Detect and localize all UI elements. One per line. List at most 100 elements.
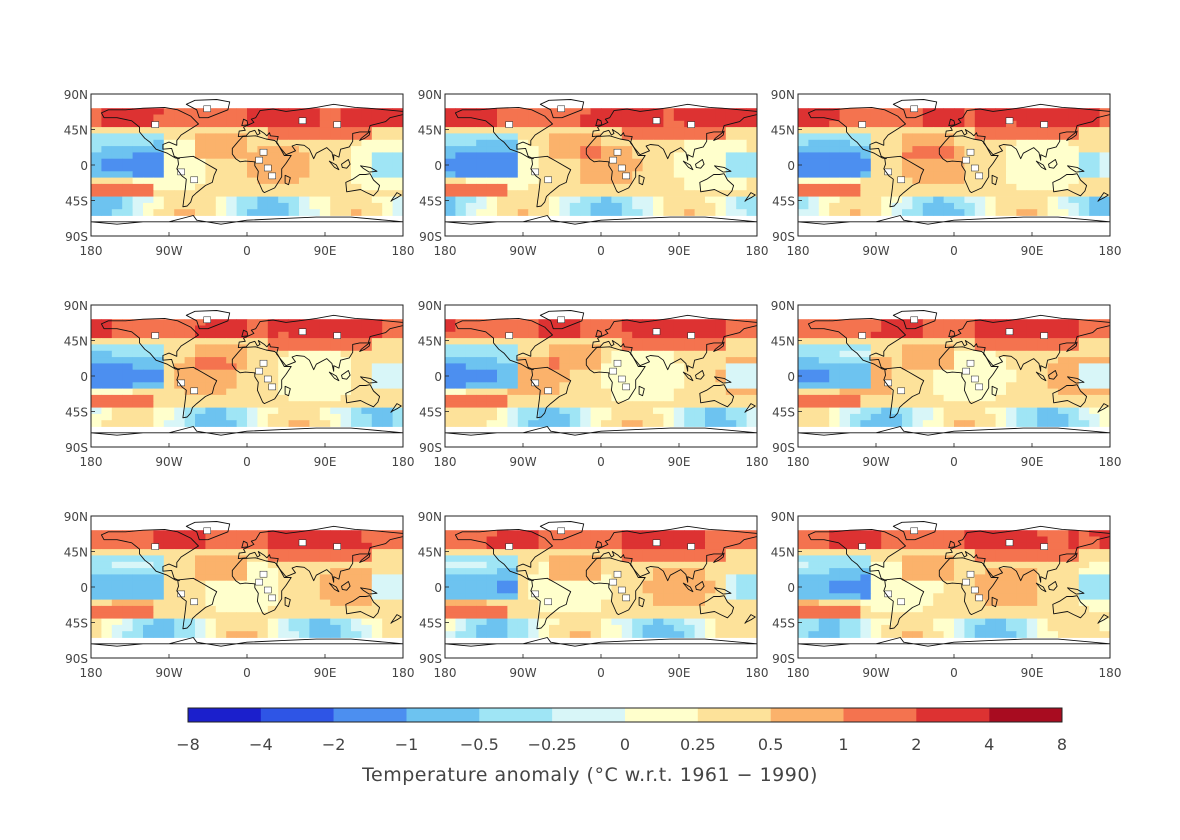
- colorbar-segment: [333, 708, 407, 722]
- lat-tick-label: 90S: [772, 230, 795, 244]
- lat-tick-label: 45N: [771, 124, 795, 138]
- lon-tick-label: 180: [392, 455, 415, 469]
- lon-tick-label: 90E: [668, 244, 691, 258]
- lon-tick-label: 180: [392, 666, 415, 680]
- lon-tick-label: 180: [80, 666, 103, 680]
- lon-tick-label: 90W: [862, 244, 889, 258]
- lon-tick-label: 90W: [509, 244, 536, 258]
- lat-tick-label: 90N: [418, 510, 442, 524]
- lon-tick-label: 180: [787, 666, 810, 680]
- lon-tick-label: 180: [1099, 666, 1122, 680]
- lon-tick-label: 90W: [509, 666, 536, 680]
- lon-tick-label: 0: [597, 455, 605, 469]
- colorbar-segment: [406, 708, 480, 722]
- lat-tick-label: 45S: [772, 617, 795, 631]
- colorbar-tick-label: 0: [619, 735, 631, 754]
- lat-tick-label: 0: [80, 370, 88, 384]
- lat-tick-label: 90N: [771, 510, 795, 524]
- colorbar-tick-label: −8: [176, 735, 200, 754]
- colorbar-tick-label: 4: [984, 735, 995, 754]
- lon-tick-label: 180: [1099, 455, 1122, 469]
- lon-tick-label: 180: [746, 666, 769, 680]
- lat-tick-label: 90S: [65, 652, 88, 666]
- lat-tick-label: 45S: [419, 617, 442, 631]
- lat-tick-label: 90S: [65, 230, 88, 244]
- lon-tick-label: 180: [80, 244, 103, 258]
- lat-tick-label: 90N: [771, 88, 795, 102]
- lat-tick-label: 0: [80, 581, 88, 595]
- lat-tick-label: 90N: [418, 299, 442, 313]
- lon-tick-label: 90W: [155, 244, 182, 258]
- colorbar-segment: [697, 708, 771, 722]
- lon-tick-label: 90E: [1021, 666, 1044, 680]
- lat-tick-label: 45N: [418, 546, 442, 560]
- colorbar: [187, 707, 1063, 723]
- lon-tick-label: 0: [243, 244, 251, 258]
- lat-tick-label: 0: [80, 159, 88, 173]
- lat-tick-label: 90N: [64, 299, 88, 313]
- lat-tick-label: 90N: [771, 299, 795, 313]
- lon-tick-label: 90E: [1021, 455, 1044, 469]
- lat-tick-label: 45N: [64, 124, 88, 138]
- lat-tick-label: 45S: [419, 406, 442, 420]
- colorbar-tick-label: 0.25: [680, 735, 716, 754]
- lat-tick-label: 45N: [418, 124, 442, 138]
- lon-tick-label: 0: [243, 666, 251, 680]
- colorbar-tick-label: −0.25: [527, 735, 577, 754]
- lat-tick-label: 90S: [772, 652, 795, 666]
- lat-tick-label: 90N: [64, 510, 88, 524]
- lon-tick-label: 90E: [668, 455, 691, 469]
- colorbar-tick-label: 0.5: [757, 735, 784, 754]
- lat-tick-label: 90N: [418, 88, 442, 102]
- lon-tick-label: 0: [597, 244, 605, 258]
- lat-tick-label: 45N: [771, 335, 795, 349]
- lon-tick-label: 180: [434, 455, 457, 469]
- lat-tick-label: 0: [787, 159, 795, 173]
- colorbar-tick-label: 2: [911, 735, 922, 754]
- lon-tick-label: 180: [434, 666, 457, 680]
- colorbar-segment: [770, 708, 844, 722]
- colorbar-segment: [989, 708, 1063, 722]
- colorbar-segment: [843, 708, 917, 722]
- lat-tick-label: 45S: [65, 195, 88, 209]
- lat-tick-label: 45N: [64, 546, 88, 560]
- colorbar-segment: [552, 708, 626, 722]
- lat-tick-label: 90S: [772, 441, 795, 455]
- lat-tick-label: 0: [434, 159, 442, 173]
- lon-tick-label: 180: [787, 455, 810, 469]
- colorbar-tick-label: −0.5: [459, 735, 499, 754]
- lon-tick-label: 180: [434, 244, 457, 258]
- colorbar-segment: [188, 708, 262, 722]
- lon-tick-label: 0: [950, 666, 958, 680]
- lon-tick-label: 90W: [155, 455, 182, 469]
- colorbar-segment: [260, 708, 334, 722]
- lon-tick-label: 180: [746, 244, 769, 258]
- colorbar-tick-label: 8: [1056, 735, 1068, 754]
- lon-tick-label: 180: [80, 455, 103, 469]
- lon-tick-label: 0: [243, 455, 251, 469]
- lon-tick-label: 90E: [1021, 244, 1044, 258]
- lon-tick-label: 90E: [314, 666, 337, 680]
- lon-tick-label: 90E: [314, 244, 337, 258]
- lon-tick-label: 180: [787, 244, 810, 258]
- lon-tick-label: 90W: [862, 666, 889, 680]
- lat-tick-label: 45S: [65, 617, 88, 631]
- lon-tick-label: 180: [1099, 244, 1122, 258]
- lat-tick-label: 0: [434, 370, 442, 384]
- colorbar-tick-label: 1: [838, 735, 849, 754]
- lat-tick-label: 90S: [419, 441, 442, 455]
- lat-tick-label: 45S: [772, 195, 795, 209]
- colorbar-segment: [479, 708, 553, 722]
- colorbar-tick-label: −1: [394, 735, 419, 754]
- lon-tick-label: 180: [392, 244, 415, 258]
- lon-tick-label: 90W: [509, 455, 536, 469]
- lat-tick-label: 90S: [65, 441, 88, 455]
